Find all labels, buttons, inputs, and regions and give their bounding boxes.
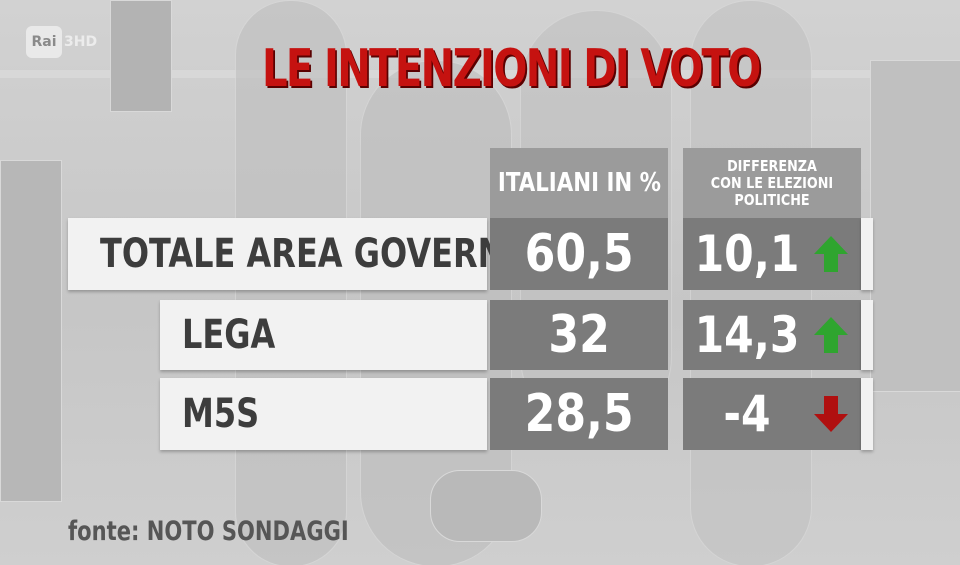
down-arrow-icon [814, 396, 848, 432]
column-header-diff-line-3: POLITICHE [734, 190, 810, 209]
diff-text: 10,1 [694, 225, 800, 283]
value-text: 28,5 [524, 384, 634, 444]
row-label-text: TOTALE AREA GOVERNO [100, 231, 532, 277]
column-header-differenza: DIFFERENZA CON LE ELEZIONI POLITICHE [683, 148, 861, 218]
value-text: 32 [548, 305, 610, 365]
column-header-diff-line-1: DIFFERENZA [727, 156, 817, 175]
row-value-lega: 32 [490, 300, 668, 370]
up-arrow-icon [814, 317, 848, 353]
row-label-lega: LEGA [160, 300, 487, 370]
row-diff-m5s: -4 [683, 378, 861, 450]
row-label-m5s: M5S [160, 378, 487, 450]
row-diff-totale-area-governo: 10,1 [683, 218, 861, 290]
row-label-text: M5S [182, 391, 260, 437]
channel-number: 3HD [64, 34, 98, 50]
column-header-italiani-label: ITALIANI IN % [497, 168, 661, 198]
rai-logo: Rai [26, 26, 62, 58]
up-arrow-icon [814, 236, 848, 272]
row-label-text: LEGA [182, 312, 276, 358]
row-diff-lega: 14,3 [683, 300, 861, 370]
row-edge [861, 378, 873, 450]
diff-text: 14,3 [694, 306, 800, 364]
diff-text: -4 [723, 385, 771, 443]
row-edge [861, 218, 873, 290]
row-edge [861, 300, 873, 370]
value-text: 60,5 [524, 224, 634, 284]
row-value-totale-area-governo: 60,5 [490, 218, 668, 290]
chart-title: LE INTENZIONI DI VOTO [262, 39, 761, 99]
source-note: fonte: NOTO SONDAGGI [68, 516, 349, 547]
row-value-m5s: 28,5 [490, 378, 668, 450]
column-header-diff-line-2: CON LE ELEZIONI [710, 173, 834, 192]
column-header-italiani: ITALIANI IN % [490, 148, 668, 218]
row-label-totale-area-governo: TOTALE AREA GOVERNO [68, 218, 532, 290]
channel-logo: Rai 3HD [26, 26, 97, 58]
